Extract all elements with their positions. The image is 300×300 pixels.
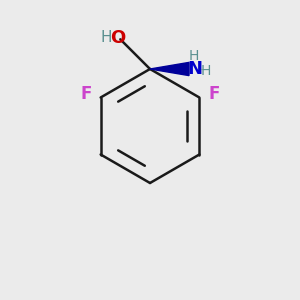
Text: H: H [189,50,199,63]
Text: O: O [110,29,125,47]
Polygon shape [150,62,189,76]
Text: H: H [100,30,112,45]
Text: F: F [208,85,220,103]
Text: H: H [201,64,211,78]
Text: ·: · [199,64,203,77]
Text: F: F [80,85,92,103]
Text: N: N [187,60,202,78]
